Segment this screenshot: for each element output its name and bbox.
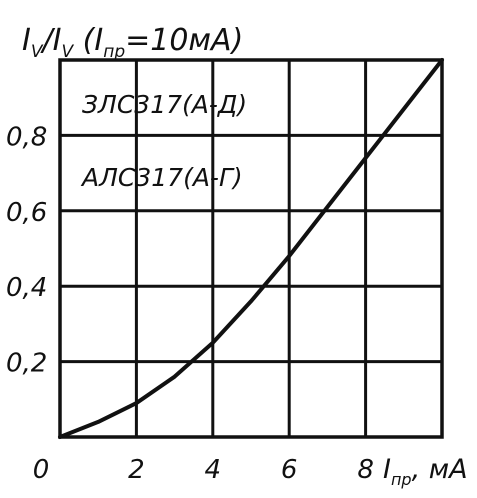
x-axis-label: Iпр, мА bbox=[383, 454, 468, 489]
chart-title: IV/IV (Iпр=10мА) bbox=[22, 23, 243, 62]
x-tick-label: 4 bbox=[205, 455, 222, 485]
grid bbox=[60, 60, 442, 437]
x-tick-labels: 0 2 4 6 8 bbox=[33, 455, 374, 485]
series-line-0 bbox=[58, 58, 444, 439]
y-tick-label: 0,8 bbox=[6, 122, 47, 152]
series-group bbox=[58, 58, 444, 439]
y-tick-labels: 0,2 0,4 0,6 0,8 bbox=[6, 122, 47, 378]
y-tick-label: 0,6 bbox=[6, 198, 47, 228]
x-tick-label: 8 bbox=[357, 455, 374, 485]
legend: ЗЛС317(А-Д) АЛС317(А-Г) bbox=[80, 90, 247, 192]
plot-frame bbox=[58, 58, 444, 439]
legend-entry: ЗЛС317(А-Д) bbox=[82, 90, 247, 119]
x-tick-label: 0 bbox=[33, 455, 50, 485]
x-tick-label: 6 bbox=[281, 455, 298, 485]
plot-border bbox=[58, 58, 444, 439]
y-tick-label: 0,4 bbox=[6, 273, 47, 303]
legend-entry: АЛС317(А-Г) bbox=[80, 163, 243, 192]
y-tick-label: 0,2 bbox=[6, 349, 47, 379]
x-tick-label: 2 bbox=[128, 455, 145, 485]
